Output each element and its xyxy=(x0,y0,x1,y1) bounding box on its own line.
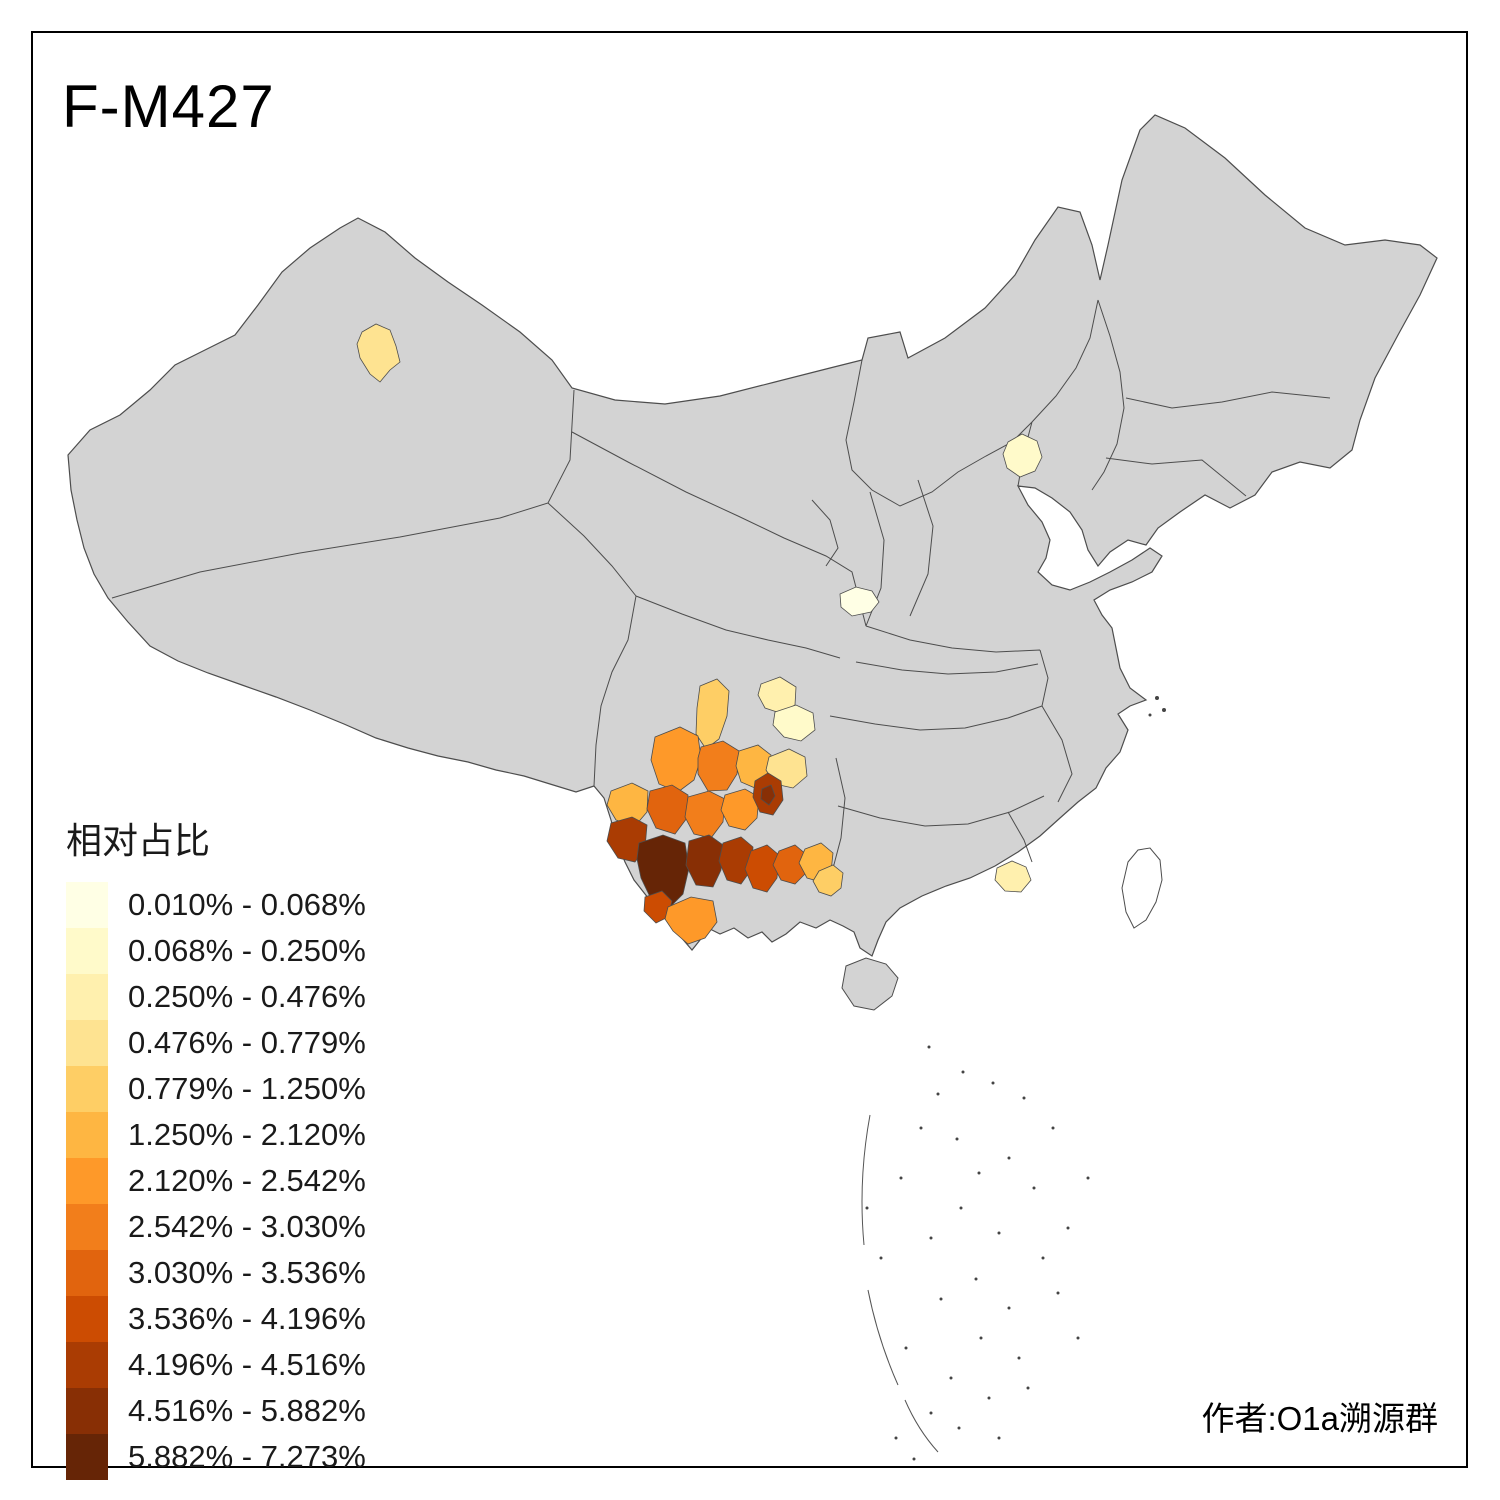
legend-items: 0.010% - 0.068% 0.068% - 0.250% 0.250% -… xyxy=(66,882,366,1480)
legend-row: 5.882% - 7.273% xyxy=(66,1434,366,1480)
zhoushan-islands xyxy=(1148,696,1166,717)
legend-label: 4.516% - 5.882% xyxy=(128,1393,366,1428)
legend-swatch xyxy=(66,1020,108,1066)
map-region-sw-k2 xyxy=(760,784,776,806)
legend-row: 3.030% - 3.536% xyxy=(66,1250,366,1296)
legend-label: 5.882% - 7.273% xyxy=(128,1439,366,1474)
legend-row: 2.542% - 3.030% xyxy=(66,1204,366,1250)
map-region-sw-a xyxy=(695,678,730,750)
legend-swatch xyxy=(66,1296,108,1342)
map-region-sw-d xyxy=(697,740,740,792)
legend-label: 0.476% - 0.779% xyxy=(128,1025,366,1060)
legend-label: 0.068% - 0.250% xyxy=(128,933,366,968)
map-region-beijing-spot xyxy=(1002,433,1043,478)
map-region-sw-i xyxy=(684,790,726,839)
legend-swatch xyxy=(66,1250,108,1296)
legend-row: 0.250% - 0.476% xyxy=(66,974,366,1020)
map-region-sw-h xyxy=(646,784,689,835)
map-region-sw-p xyxy=(744,844,780,893)
legend-swatch xyxy=(66,928,108,974)
legend-label: 0.010% - 0.068% xyxy=(128,887,366,922)
map-region-sw-o xyxy=(718,836,754,885)
legend-label: 1.250% - 2.120% xyxy=(128,1117,366,1152)
legend-label: 2.542% - 3.030% xyxy=(128,1209,366,1244)
taiwan-island xyxy=(1121,847,1163,929)
legend-row: 4.516% - 5.882% xyxy=(66,1388,366,1434)
legend-row: 0.068% - 0.250% xyxy=(66,928,366,974)
legend-swatch xyxy=(66,882,108,928)
china-mainland xyxy=(67,114,1438,957)
legend: 相对占比 0.010% - 0.068% 0.068% - 0.250% 0.2… xyxy=(66,812,366,1480)
legend-swatch xyxy=(66,1434,108,1480)
legend-row: 1.250% - 2.120% xyxy=(66,1112,366,1158)
choropleth-regions xyxy=(356,323,1043,945)
map-region-sw-m xyxy=(636,834,690,909)
map-region-sw-b2 xyxy=(772,704,816,742)
map-region-sw-j xyxy=(720,788,760,831)
map-region-sw-q xyxy=(772,844,808,885)
legend-swatch xyxy=(66,1204,108,1250)
map-region-guangdong-spot xyxy=(994,860,1032,893)
map-region-sw-n xyxy=(685,834,724,888)
legend-label: 4.196% - 4.516% xyxy=(128,1347,366,1382)
map-region-sw-c xyxy=(650,726,702,793)
legend-label: 3.030% - 3.536% xyxy=(128,1255,366,1290)
legend-swatch xyxy=(66,1066,108,1112)
legend-label: 0.250% - 0.476% xyxy=(128,979,366,1014)
legend-row: 0.476% - 0.779% xyxy=(66,1020,366,1066)
legend-swatch xyxy=(66,974,108,1020)
map-region-xinjiang-spot xyxy=(356,323,401,383)
legend-row: 2.120% - 2.542% xyxy=(66,1158,366,1204)
legend-label: 2.120% - 2.542% xyxy=(128,1163,366,1198)
nine-dash-line xyxy=(861,1114,939,1453)
legend-swatch xyxy=(66,1342,108,1388)
map-region-sw-s xyxy=(812,864,844,897)
legend-swatch xyxy=(66,1158,108,1204)
attribution: 作者:O1a溯源群 xyxy=(1201,1400,1438,1437)
hainan-island xyxy=(841,957,899,1011)
legend-swatch xyxy=(66,1112,108,1158)
legend-label: 3.536% - 4.196% xyxy=(128,1301,366,1336)
legend-row: 3.536% - 4.196% xyxy=(66,1296,366,1342)
legend-title: 相对占比 xyxy=(66,820,211,861)
map-region-sw-g xyxy=(606,782,649,827)
legend-row: 4.196% - 4.516% xyxy=(66,1342,366,1388)
legend-label: 0.779% - 1.250% xyxy=(128,1071,366,1106)
legend-row: 0.010% - 0.068% xyxy=(66,882,366,928)
map-region-sw-t xyxy=(664,896,718,945)
south-china-sea-islands xyxy=(865,1045,1090,1461)
plot-title: F-M427 xyxy=(62,73,275,140)
map-region-central-spot xyxy=(839,586,880,617)
legend-swatch xyxy=(66,1388,108,1434)
legend-row: 0.779% - 1.250% xyxy=(66,1066,366,1112)
